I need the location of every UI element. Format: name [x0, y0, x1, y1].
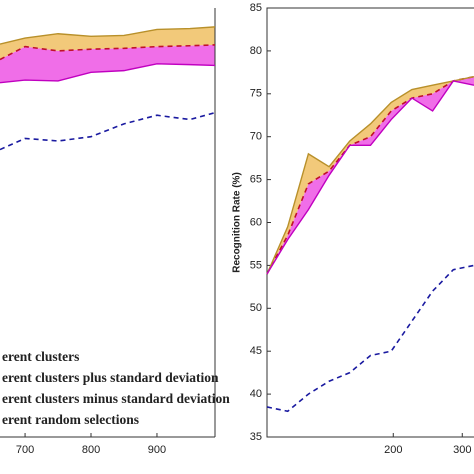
y-axis-label: Recognition Rate (%): [232, 172, 243, 273]
series-line: [266, 80, 474, 275]
series-line: [0, 63, 216, 84]
series-line: [266, 264, 474, 413]
series-line: [266, 75, 474, 275]
series-line: [0, 26, 216, 45]
x-tick-label: 200: [384, 444, 402, 456]
y-tick-label: 50: [250, 302, 262, 314]
y-tick-label: 65: [250, 174, 262, 186]
x-tick-label: 900: [148, 444, 166, 456]
y-tick-label: 70: [250, 131, 262, 143]
y-tick-label: 75: [250, 88, 262, 100]
y-tick-label: 40: [250, 388, 262, 400]
legend-label: erent clusters minus standard deviation: [2, 391, 230, 406]
x-tick-label: 700: [16, 444, 34, 456]
deviation-band: [267, 76, 474, 274]
y-tick-label: 60: [250, 216, 262, 228]
chart: 700 800 900 erent clusters erent clusters pl…: [0, 8, 230, 456]
series-line: [0, 44, 216, 61]
y-tick-label: 85: [250, 2, 262, 14]
y-tick-label: 80: [250, 45, 262, 57]
deviation-band: [0, 26, 215, 60]
deviation-band: [0, 44, 215, 83]
x-tick-label: 800: [82, 444, 100, 456]
deviation-band: [267, 76, 474, 274]
legend-label: erent random selections: [2, 412, 139, 427]
legend-label: erent clusters plus standard deviation: [2, 370, 219, 385]
series-line: [266, 75, 474, 275]
y-tick-label: 35: [250, 431, 262, 443]
y-tick-label: 55: [250, 259, 262, 271]
legend-label: erent clusters: [2, 349, 79, 364]
chart: 35 40 45 50 55 60 65 70 75 80 85 200 300 Recognition …: [232, 2, 474, 456]
y-tick-label: 45: [250, 345, 262, 357]
series-line: [0, 111, 216, 151]
x-tick-label: 300: [453, 444, 471, 456]
